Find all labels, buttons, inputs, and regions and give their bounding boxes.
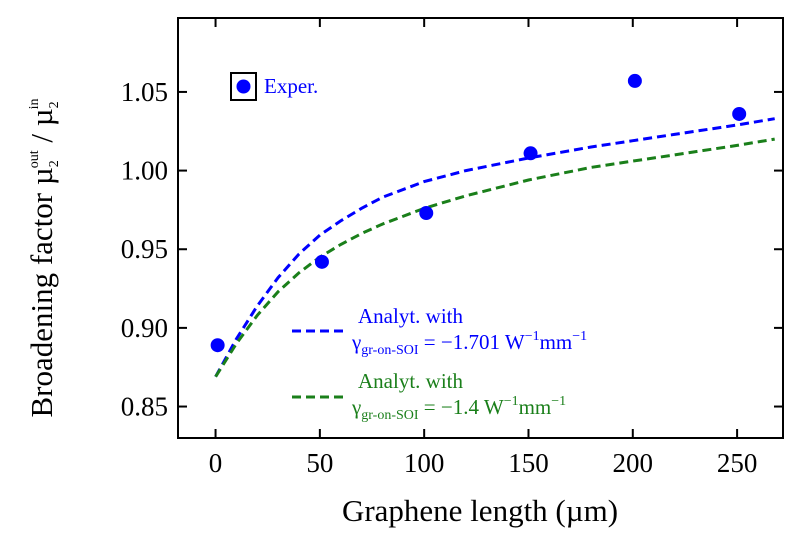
- x-tick-label: 100: [404, 448, 445, 478]
- exper-point: [523, 146, 538, 161]
- legend-blue-exp2: −1: [572, 329, 587, 344]
- exper-point: [419, 206, 434, 221]
- y-tick-label: 0.90: [121, 313, 168, 343]
- legend-exper-label: Exper.: [264, 74, 318, 98]
- legend-blue-label-1: Analyt. with: [358, 304, 463, 328]
- y-axis-title-mu-out: µ: [24, 167, 59, 185]
- x-tick-label: 200: [613, 448, 654, 478]
- legend-green-mm: mm: [519, 395, 552, 419]
- x-tick-label: 250: [717, 448, 758, 478]
- legend-blue-gamma-sub: gr-on-SOI: [361, 343, 419, 358]
- analyt-blue-line: [214, 117, 775, 378]
- y-axis-title-sub-in: 2: [47, 101, 62, 108]
- experimental-points: [210, 73, 747, 353]
- legend-exper-marker: [236, 79, 251, 94]
- legend-blue-mm: mm: [540, 330, 573, 354]
- x-axis-title: Graphene length (µm): [342, 493, 618, 528]
- legend-blue-gamma: γ: [351, 330, 361, 354]
- y-tick-label: 0.95: [121, 234, 168, 264]
- y-axis-title: Broadening factor µ2out / µ2in: [24, 98, 62, 417]
- exper-point: [314, 254, 329, 269]
- legend-green-gamma-sub: gr-on-SOI: [361, 408, 419, 423]
- legend-blue-label-2: γgr-on-SOI = −1.701 W−1mm−1: [351, 329, 587, 358]
- y-axis-ticks: 0.85 0.90 0.95 1.00 1.05: [121, 77, 783, 422]
- analytical-lines: [214, 117, 775, 378]
- x-axis-ticks: 0 50 100 150 200 250: [209, 18, 758, 478]
- y-tick-label: 1.00: [121, 156, 168, 186]
- y-axis-title-sup-out: out: [27, 150, 42, 168]
- plot-frame: [177, 17, 784, 439]
- y-axis-title-slash: /: [24, 126, 59, 150]
- y-axis-title-mu-in: µ: [24, 108, 59, 126]
- x-tick-label: 0: [209, 448, 223, 478]
- exper-point: [732, 106, 747, 121]
- legend-green-exp2: −1: [551, 394, 566, 409]
- exper-point: [210, 338, 225, 353]
- legend-green-label-2: γgr-on-SOI = −1.4 W−1mm−1: [351, 394, 566, 423]
- exper-point: [627, 73, 642, 88]
- y-tick-label: 0.85: [121, 392, 168, 422]
- legend-green-gamma: γ: [351, 395, 361, 419]
- legend-green-value: = −1.4 W: [419, 395, 504, 419]
- analyt-green-line: [214, 137, 775, 378]
- legend-blue-exp1: −1: [525, 329, 540, 344]
- x-tick-label: 150: [508, 448, 549, 478]
- y-axis-title-main: Broadening factor: [24, 185, 59, 417]
- legend-blue-value: = −1.701 W: [419, 330, 525, 354]
- y-axis-title-sup-in: in: [27, 98, 42, 109]
- x-tick-label: 50: [306, 448, 333, 478]
- y-axis-title-sub-out: 2: [47, 160, 62, 167]
- y-tick-label: 1.05: [121, 77, 168, 107]
- legend-green-exp1: −1: [504, 394, 519, 409]
- legend-green-label-1: Analyt. with: [358, 369, 463, 393]
- legend-exper-box: [230, 72, 257, 101]
